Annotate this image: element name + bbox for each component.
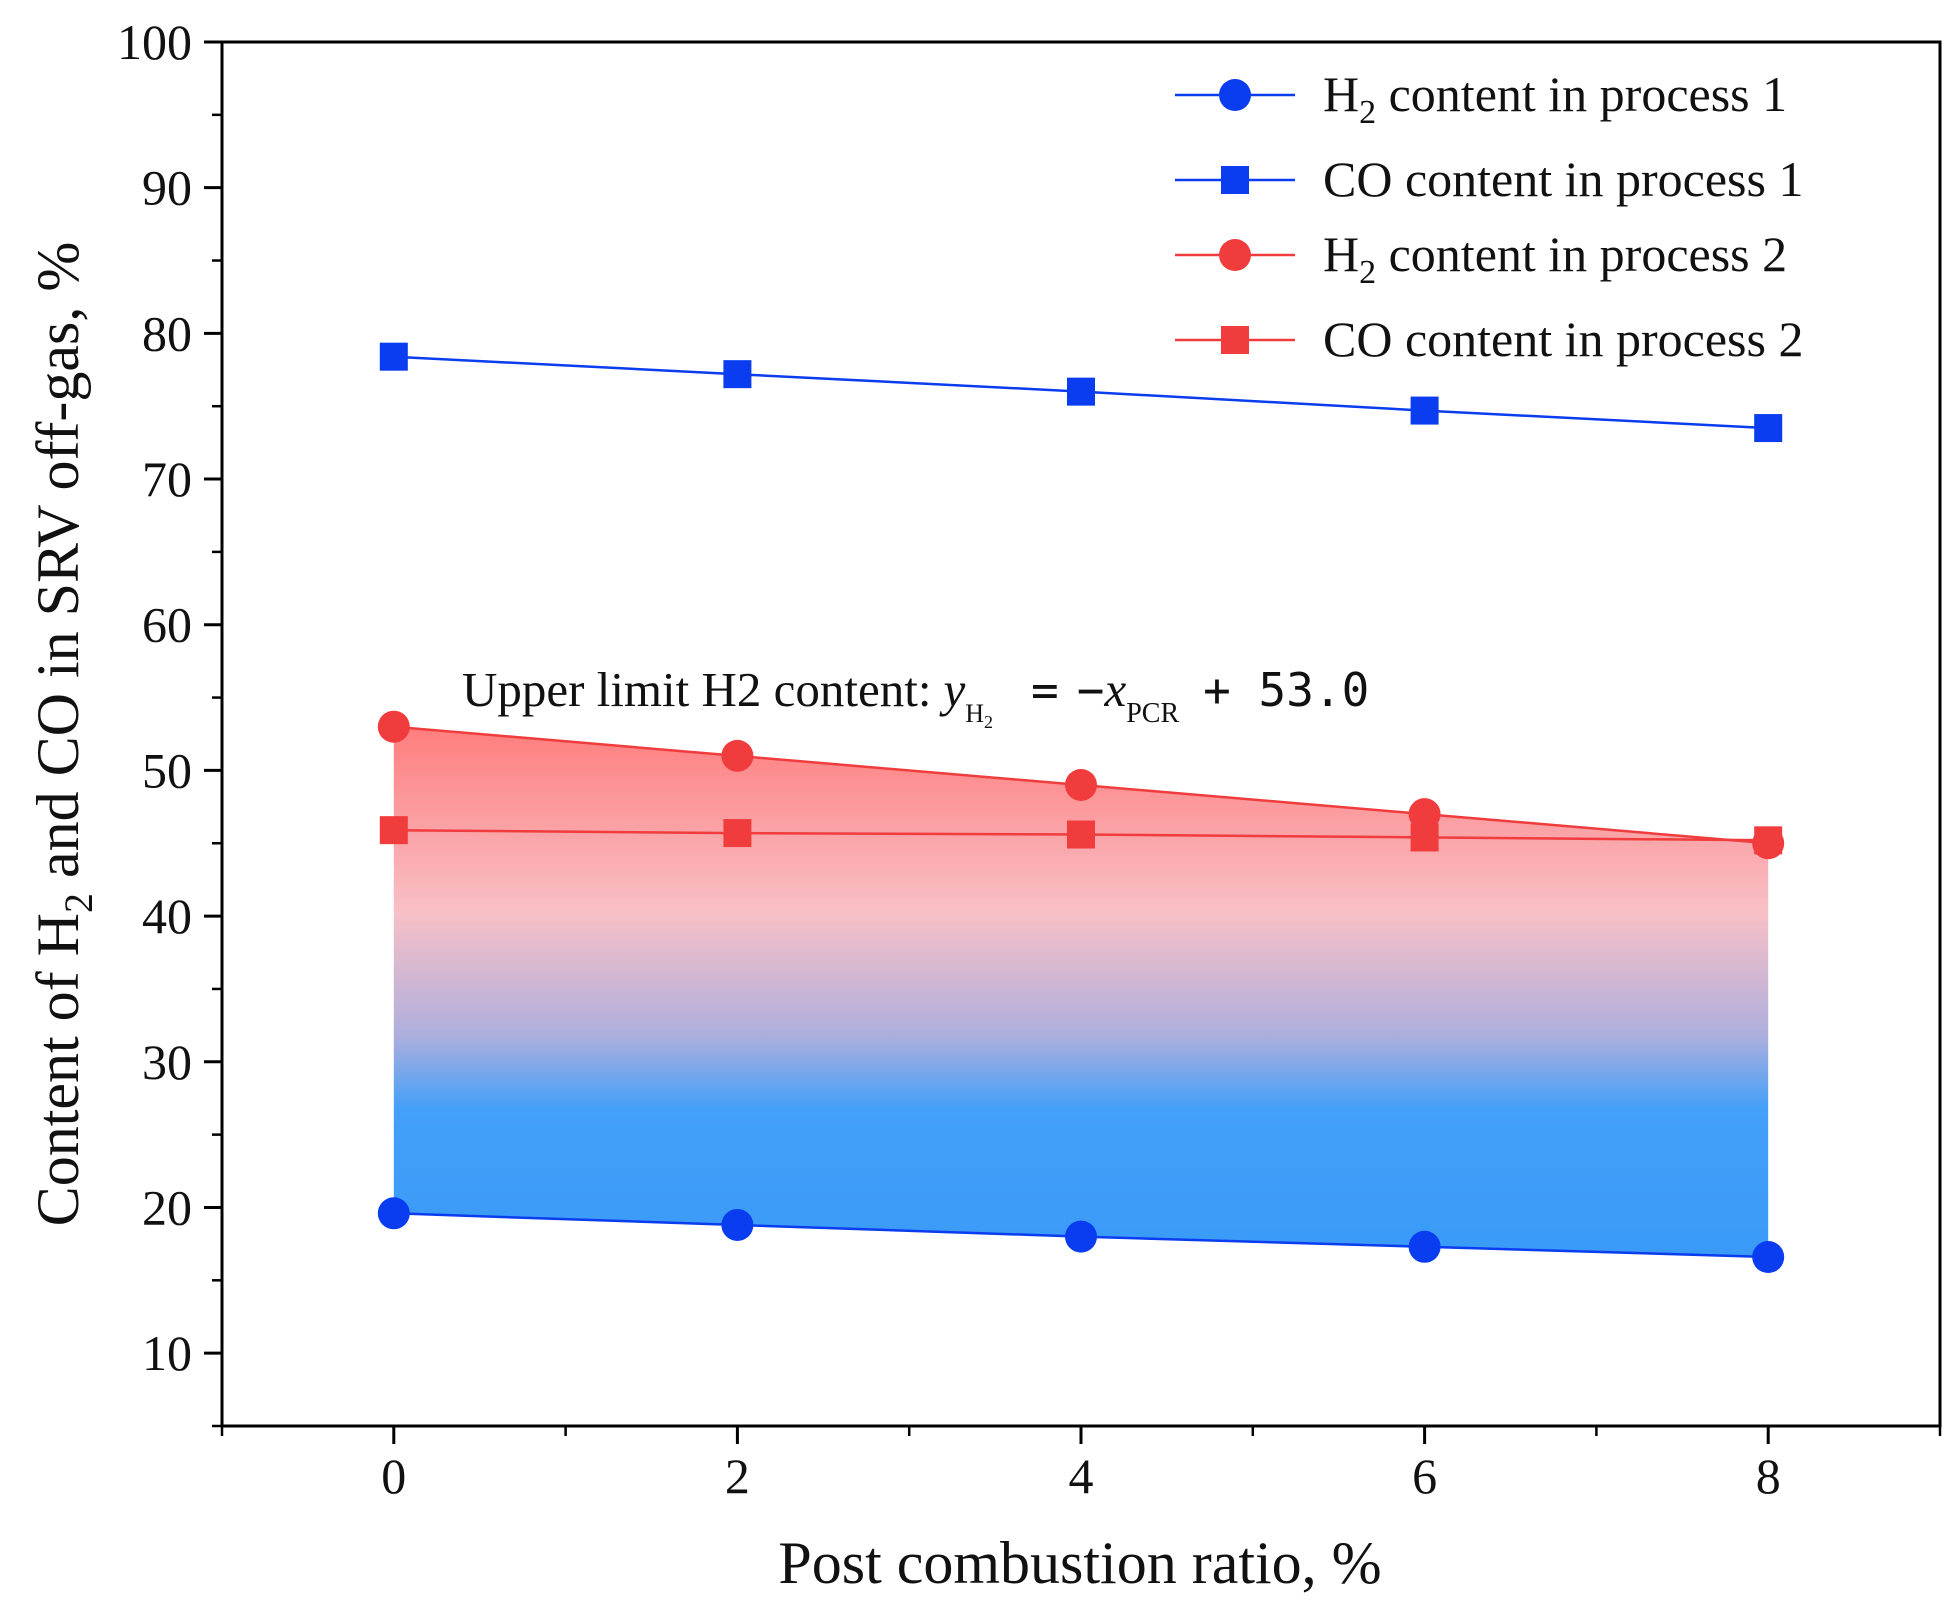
- y-tick-label: 100: [117, 14, 192, 70]
- series-2-point: [723, 360, 752, 389]
- y-tick-label: 70: [142, 451, 192, 507]
- series-2-point: [379, 342, 408, 371]
- x-tick-label: 0: [381, 1448, 406, 1504]
- series-3-point: [1408, 798, 1441, 831]
- y-tick-label: 20: [142, 1179, 192, 1235]
- legend: H2 content in process 1 CO content in pro…: [1175, 66, 1803, 367]
- x-axis-label: Post combustion ratio, %: [778, 1530, 1381, 1596]
- y-axis-label: Content of H2 and CO in SRV off-gas, %: [25, 242, 101, 1227]
- legend-marker-4: [1221, 326, 1249, 354]
- series-4-point: [1410, 823, 1439, 852]
- x-tick-label: 2: [725, 1448, 750, 1504]
- series-1-point: [721, 1208, 754, 1241]
- x-tick-label: 6: [1412, 1448, 1437, 1504]
- y-tick-label: 80: [142, 305, 192, 361]
- series-4-point: [379, 816, 408, 845]
- y-tick-label: 30: [142, 1034, 192, 1090]
- series-2-point: [1754, 414, 1783, 443]
- y-tick-label: 10: [142, 1325, 192, 1381]
- series-2-point: [1410, 396, 1439, 425]
- series-4-point: [1754, 826, 1783, 855]
- y-tick-label: 50: [142, 742, 192, 798]
- y-tick-label: 60: [142, 597, 192, 653]
- x-tick-label: 4: [1069, 1448, 1094, 1504]
- shaded-region: [393, 726, 1769, 1257]
- series-2-point: [1067, 377, 1095, 406]
- legend-label-3: H2 content in process 2: [1323, 226, 1787, 291]
- series-4-point: [723, 819, 752, 848]
- series-1-point: [1752, 1241, 1785, 1274]
- legend-label-2: CO content in process 1: [1323, 151, 1803, 207]
- series-3-point: [721, 739, 754, 772]
- series-3-point: [377, 710, 410, 743]
- series-3-point: [1065, 768, 1097, 801]
- legend-marker-2: [1221, 166, 1249, 194]
- x-tick-label: 8: [1756, 1448, 1781, 1504]
- legend-label-4: CO content in process 2: [1323, 311, 1803, 367]
- series-4-point: [1067, 820, 1095, 849]
- annotation-equation: Upper limit H2 content: yH2= −xPCR + 53.0: [462, 662, 1369, 732]
- series-1-point: [1408, 1230, 1441, 1263]
- legend-label-1: H2 content in process 1: [1323, 66, 1787, 131]
- series-1-point: [377, 1197, 410, 1230]
- series-1-point: [1065, 1220, 1097, 1253]
- y-tick-label: 90: [142, 160, 192, 216]
- legend-marker-1: [1219, 79, 1251, 111]
- legend-marker-3: [1219, 239, 1251, 271]
- y-tick-label: 40: [142, 888, 192, 944]
